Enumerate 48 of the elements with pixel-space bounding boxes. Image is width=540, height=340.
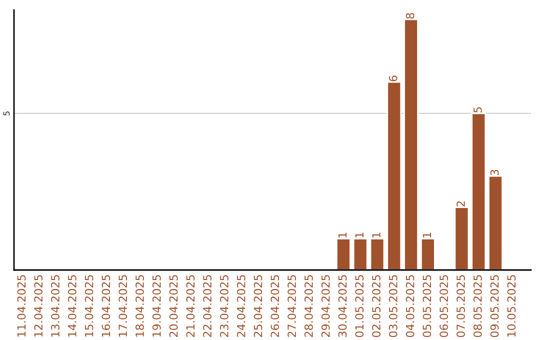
x-tick-label: 13.04.2025	[51, 275, 60, 337]
data-label: 1	[355, 232, 364, 238]
x-tick-label: 20.04.2025	[169, 275, 178, 337]
data-label: 1	[338, 232, 347, 238]
x-tick-label: 28.04.2025	[304, 275, 313, 337]
x-tick-label: 10.05.2025	[507, 275, 516, 337]
x-tick-label: 06.05.2025	[440, 275, 448, 338]
x-tick-label: 14.04.2025	[68, 275, 76, 337]
bar	[454, 206, 470, 270]
bar	[488, 175, 503, 270]
data-label: 2	[456, 201, 465, 207]
bar	[352, 238, 368, 270]
x-tick-label: 03.05.2025	[388, 275, 398, 338]
x-tick-label: 29.04.2025	[321, 275, 330, 337]
data-label: 1	[422, 232, 432, 238]
x-tick-label: 07.05.2025	[456, 275, 465, 338]
bar	[386, 81, 402, 270]
data-label: 1	[372, 232, 380, 238]
x-tick-label: 01.05.2025	[355, 275, 364, 338]
x-tick-label: 16.04.2025	[102, 275, 110, 337]
x-tick-label: 12.04.2025	[34, 275, 43, 337]
x-tick-label: 26.04.2025	[270, 275, 280, 337]
x-tick-label: 04.05.2025	[406, 275, 414, 338]
x-tick-label: 02.05.2025	[372, 275, 380, 338]
data-label: 8	[406, 13, 414, 19]
x-tick-label: 11.04.2025	[17, 275, 26, 337]
x-tick-label: 15.04.2025	[84, 275, 94, 337]
bar	[471, 112, 486, 270]
x-tick-label: 24.04.2025	[236, 275, 246, 337]
x-tick-label: 21.04.2025	[186, 275, 195, 337]
x-tick-label: 22.04.2025	[203, 275, 212, 337]
bar	[404, 18, 418, 270]
x-tick-label: 19.04.2025	[152, 275, 161, 337]
x-tick-label: 08.05.2025	[473, 275, 482, 338]
x-tick-label: 25.04.2025	[254, 275, 262, 337]
data-label: 3	[490, 170, 499, 176]
data-label: 6	[388, 76, 398, 82]
x-tick-label: 27.04.2025	[288, 275, 296, 337]
data-label: 5	[474, 107, 482, 113]
x-tick-label: 17.04.2025	[118, 275, 128, 337]
x-tick-label: 30.04.2025	[338, 275, 347, 337]
x-tick-label: 23.04.2025	[220, 275, 228, 337]
x-tick-label: 05.05.2025	[422, 275, 432, 338]
bar	[336, 238, 351, 270]
x-tick-label: 18.04.2025	[136, 275, 144, 337]
x-tick-label: 09.05.2025	[490, 275, 499, 338]
bar	[370, 238, 385, 270]
bar	[420, 238, 436, 270]
